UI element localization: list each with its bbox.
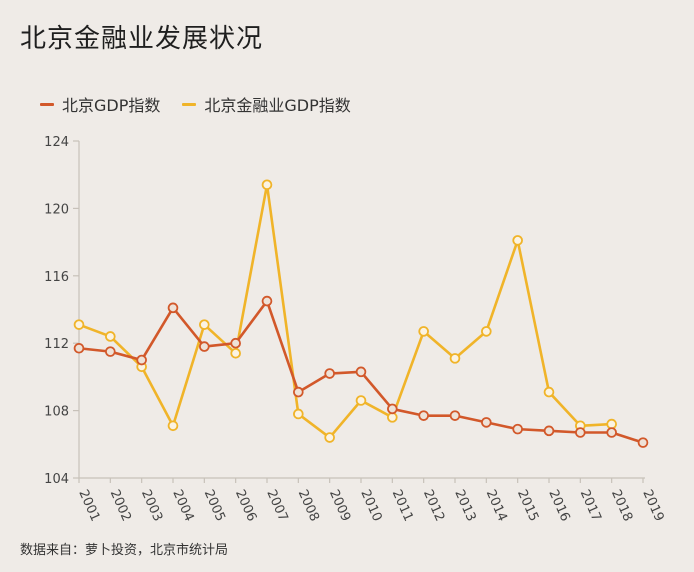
x-tick-label-2016: 2016 [545, 488, 572, 524]
y-tick-label-104: 104 [44, 472, 69, 487]
data-point-finance-2015 [512, 235, 523, 246]
x-tick-label-2002: 2002 [107, 488, 134, 524]
data-point-finance-2007 [261, 179, 273, 191]
x-tick-label-2005: 2005 [201, 488, 228, 524]
data-point-finance-2008 [293, 408, 304, 420]
data-point-finance-2014 [481, 326, 492, 337]
y-tick-label-112: 112 [44, 337, 69, 352]
data-point-finance-2018 [606, 418, 617, 430]
data-point-gdp-2012 [418, 410, 429, 421]
data-point-gdp-2003 [136, 354, 147, 366]
legend-swatch-finance [182, 102, 197, 106]
x-tick-label-2006: 2006 [232, 488, 259, 524]
x-tick-label-2013: 2013 [451, 488, 478, 524]
x-tick-label-2012: 2012 [420, 488, 447, 524]
x-tick-label-2019: 2019 [639, 488, 666, 524]
legend-item-finance: 北京金融业GDP指数 [182, 92, 351, 116]
data-point-gdp-2019 [637, 437, 649, 448]
x-tick-label-2011: 2011 [389, 488, 416, 524]
x-tick-label-2001: 2001 [75, 488, 102, 524]
data-point-finance-2002 [105, 331, 116, 342]
legend-item-gdp: 北京GDP指数 [40, 92, 160, 116]
x-tick-label-2009: 2009 [326, 488, 353, 524]
data-point-gdp-2015 [512, 423, 523, 435]
x-tick-label-2018: 2018 [608, 488, 635, 524]
x-tick-label-2003: 2003 [138, 488, 165, 524]
x-tick-label-2008: 2008 [295, 488, 322, 524]
data-point-gdp-2007 [261, 295, 273, 307]
series-line-finance [77, 183, 613, 439]
data-point-gdp-2017 [575, 427, 586, 438]
y-tick-label-124: 124 [44, 135, 69, 150]
data-point-gdp-2010 [355, 366, 367, 378]
page-title: 北京金融业发展状况 [20, 24, 264, 54]
data-point-gdp-2001 [73, 342, 85, 354]
y-tick-label-116: 116 [44, 270, 69, 285]
y-tick-label-108: 108 [44, 405, 69, 420]
x-tick-label-2010: 2010 [357, 488, 384, 524]
x-tick-label-2007: 2007 [263, 488, 290, 524]
data-point-gdp-2005 [199, 341, 210, 352]
data-point-gdp-2008 [293, 386, 304, 398]
chart-legend: 北京GDP指数 北京金融业GDP指数 [40, 92, 373, 116]
x-tick-label-2014: 2014 [483, 488, 510, 524]
data-point-gdp-2016 [543, 425, 555, 437]
data-point-finance-2010 [355, 395, 367, 406]
x-tick-label-2015: 2015 [514, 488, 541, 524]
data-point-gdp-2014 [481, 417, 492, 428]
data-point-gdp-2009 [324, 368, 335, 379]
data-point-finance-2005 [199, 319, 210, 330]
data-point-finance-2013 [449, 353, 461, 364]
data-point-gdp-2011 [387, 403, 398, 415]
x-tick-label-2017: 2017 [577, 488, 604, 524]
data-point-gdp-2018 [606, 427, 617, 438]
legend-swatch-gdp [40, 102, 54, 106]
data-point-finance-2009 [324, 432, 335, 443]
data-point-gdp-2004 [167, 302, 179, 314]
data-point-finance-2012 [418, 326, 429, 337]
data-point-finance-2001 [73, 319, 85, 330]
data-point-gdp-2006 [230, 337, 241, 349]
y-tick-label-120: 120 [44, 202, 69, 217]
data-point-finance-2011 [387, 412, 398, 423]
data-point-finance-2006 [230, 348, 241, 359]
legend-label-gdp: 北京GDP指数 [62, 96, 161, 115]
data-point-gdp-2002 [105, 346, 116, 357]
legend-label-finance: 北京金融业GDP指数 [204, 96, 351, 115]
data-point-finance-2004 [167, 420, 179, 432]
data-point-finance-2016 [543, 386, 555, 398]
data-point-gdp-2013 [449, 410, 461, 421]
source-note: 数据来自：萝卜投资，北京市统计局 [20, 543, 229, 558]
x-tick-label-2004: 2004 [169, 488, 196, 524]
